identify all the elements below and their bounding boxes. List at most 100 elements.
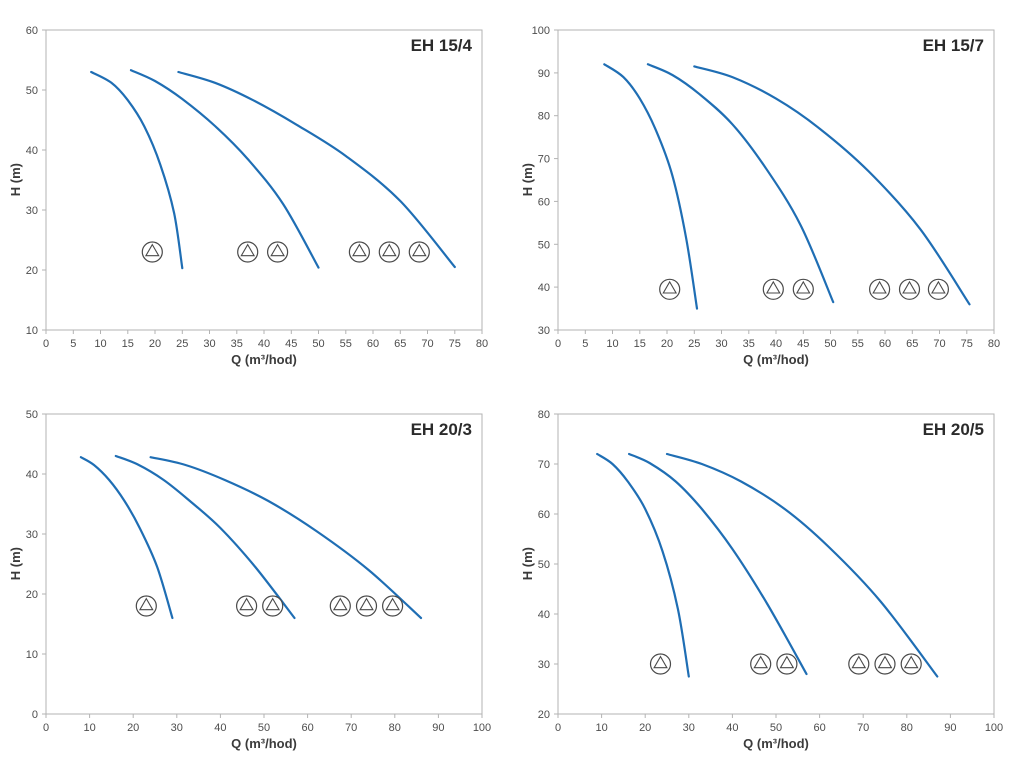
chart-title: EH 15/4 <box>410 36 472 55</box>
x-tick-label: 20 <box>639 722 651 734</box>
pump-icon <box>237 241 259 263</box>
pump-icon <box>236 595 258 617</box>
pump-icon <box>382 595 404 617</box>
pump-icon <box>762 278 784 300</box>
x-tick-label: 75 <box>961 338 973 350</box>
plot-border <box>557 413 995 715</box>
pump-icon <box>408 241 430 263</box>
pump-icon <box>135 595 157 617</box>
x-tick-label: 80 <box>389 722 401 734</box>
x-tick-label: 15 <box>122 338 134 350</box>
y-tick-label: 50 <box>26 85 38 97</box>
x-tick-label: 35 <box>231 338 243 350</box>
x-tick-label: 50 <box>824 338 836 350</box>
pump-curve <box>596 452 690 678</box>
pump-icon <box>659 278 681 300</box>
y-tick-label: 60 <box>538 196 550 208</box>
x-tick-label: 45 <box>797 338 809 350</box>
y-tick-label: 10 <box>26 325 38 337</box>
hq-chart-svg: 0 5 10 15 20 25 30 35 40 45 50 55 60 65 70 75 80 30 40 50 60… <box>532 25 1000 350</box>
y-tick-label: 30 <box>26 205 38 217</box>
pump-curve <box>149 456 423 620</box>
x-tick-label: 30 <box>715 338 727 350</box>
y-tick-label: 70 <box>538 459 550 471</box>
pump-icon <box>900 653 922 675</box>
x-tick-label: 80 <box>476 338 488 350</box>
x-tick-label: 70 <box>345 722 357 734</box>
pump-curve <box>90 70 184 270</box>
x-tick-label: 60 <box>367 338 379 350</box>
pump-icon <box>898 278 921 300</box>
y-tick-label: 70 <box>538 154 550 166</box>
y-tick-label: 10 <box>26 649 38 661</box>
pump-icon <box>750 653 772 675</box>
y-tick-label: 30 <box>538 659 550 671</box>
x-axis-label: Q (m³/hod) <box>231 736 297 751</box>
x-tick-label: 15 <box>634 338 646 350</box>
x-tick-label: 25 <box>688 338 700 350</box>
x-tick-label: 10 <box>595 722 607 734</box>
y-tick-label: 80 <box>538 409 550 421</box>
x-tick-label: 5 <box>70 338 76 350</box>
y-tick-label: 30 <box>538 325 550 337</box>
x-tick-label: 30 <box>683 722 695 734</box>
y-tick-label: 20 <box>538 709 550 721</box>
x-tick-label: 10 <box>83 722 95 734</box>
x-tick-label: 100 <box>473 722 491 734</box>
x-axis-label: Q (m³/hod) <box>743 352 809 367</box>
x-tick-label: 75 <box>449 338 461 350</box>
y-axis-label-text: H (m) <box>519 163 535 197</box>
pump-icon <box>267 241 289 263</box>
chart-panel-3: 0 10 20 30 40 50 60 70 80 90 100 0 10 20 30 40 50 EH 20/… <box>0 384 512 768</box>
y-tick-label: 80 <box>538 111 550 123</box>
pump-curve <box>628 452 808 676</box>
pump-curve <box>79 456 174 620</box>
x-tick-label: 10 <box>606 338 618 350</box>
y-tick-label: 50 <box>538 239 550 251</box>
x-tick-label: 0 <box>43 722 49 734</box>
y-axis-label: H (m) <box>518 414 536 714</box>
chart-panel-2: 0 5 10 15 20 25 30 35 40 45 50 55 60 65 70 75 80 30 40 50 60… <box>512 0 1024 384</box>
pump-icon <box>329 595 351 617</box>
x-tick-label: 70 <box>933 338 945 350</box>
y-tick-label: 0 <box>32 709 38 721</box>
x-tick-label: 45 <box>285 338 297 350</box>
y-tick-label: 50 <box>538 559 550 571</box>
x-tick-label: 5 <box>582 338 588 350</box>
x-tick-label: 30 <box>171 722 183 734</box>
y-tick-label: 60 <box>26 25 38 37</box>
x-tick-label: 20 <box>661 338 673 350</box>
pump-curve <box>177 70 456 269</box>
chart-title: EH 20/3 <box>410 420 472 439</box>
y-tick-label: 60 <box>538 509 550 521</box>
x-tick-label: 0 <box>555 338 561 350</box>
x-axis-label: Q (m³/hod) <box>743 736 809 751</box>
y-axis-label-text: H (m) <box>7 163 23 197</box>
x-tick-label: 35 <box>743 338 755 350</box>
x-tick-label: 40 <box>770 338 782 350</box>
x-tick-label: 50 <box>312 338 324 350</box>
pump-icon <box>649 653 672 675</box>
hq-chart-svg: 0 5 10 15 20 25 30 35 40 45 50 55 60 65 70 75 80 10 20 30 40… <box>26 25 488 350</box>
x-tick-label: 90 <box>432 722 444 734</box>
y-tick-label: 50 <box>26 409 38 421</box>
hq-chart-svg: 0 10 20 30 40 50 60 70 80 90 100 0 10 20 30 40 50 <box>26 409 491 734</box>
y-tick-label: 90 <box>538 68 550 80</box>
pump-icon <box>792 278 814 300</box>
x-tick-label: 70 <box>857 722 869 734</box>
x-tick-label: 100 <box>985 722 1003 734</box>
pump-curve <box>603 63 699 310</box>
pump-icon <box>869 278 891 300</box>
x-tick-label: 20 <box>149 338 161 350</box>
pump-curve <box>114 454 296 620</box>
y-tick-label: 20 <box>26 589 38 601</box>
pump-icon <box>141 241 163 263</box>
x-tick-label: 40 <box>214 722 226 734</box>
pump-curve <box>665 452 939 678</box>
y-tick-label: 40 <box>538 609 550 621</box>
chart-title: EH 15/7 <box>922 36 984 55</box>
x-tick-label: 90 <box>944 722 956 734</box>
pump-curve <box>646 63 835 304</box>
x-tick-label: 80 <box>901 722 913 734</box>
